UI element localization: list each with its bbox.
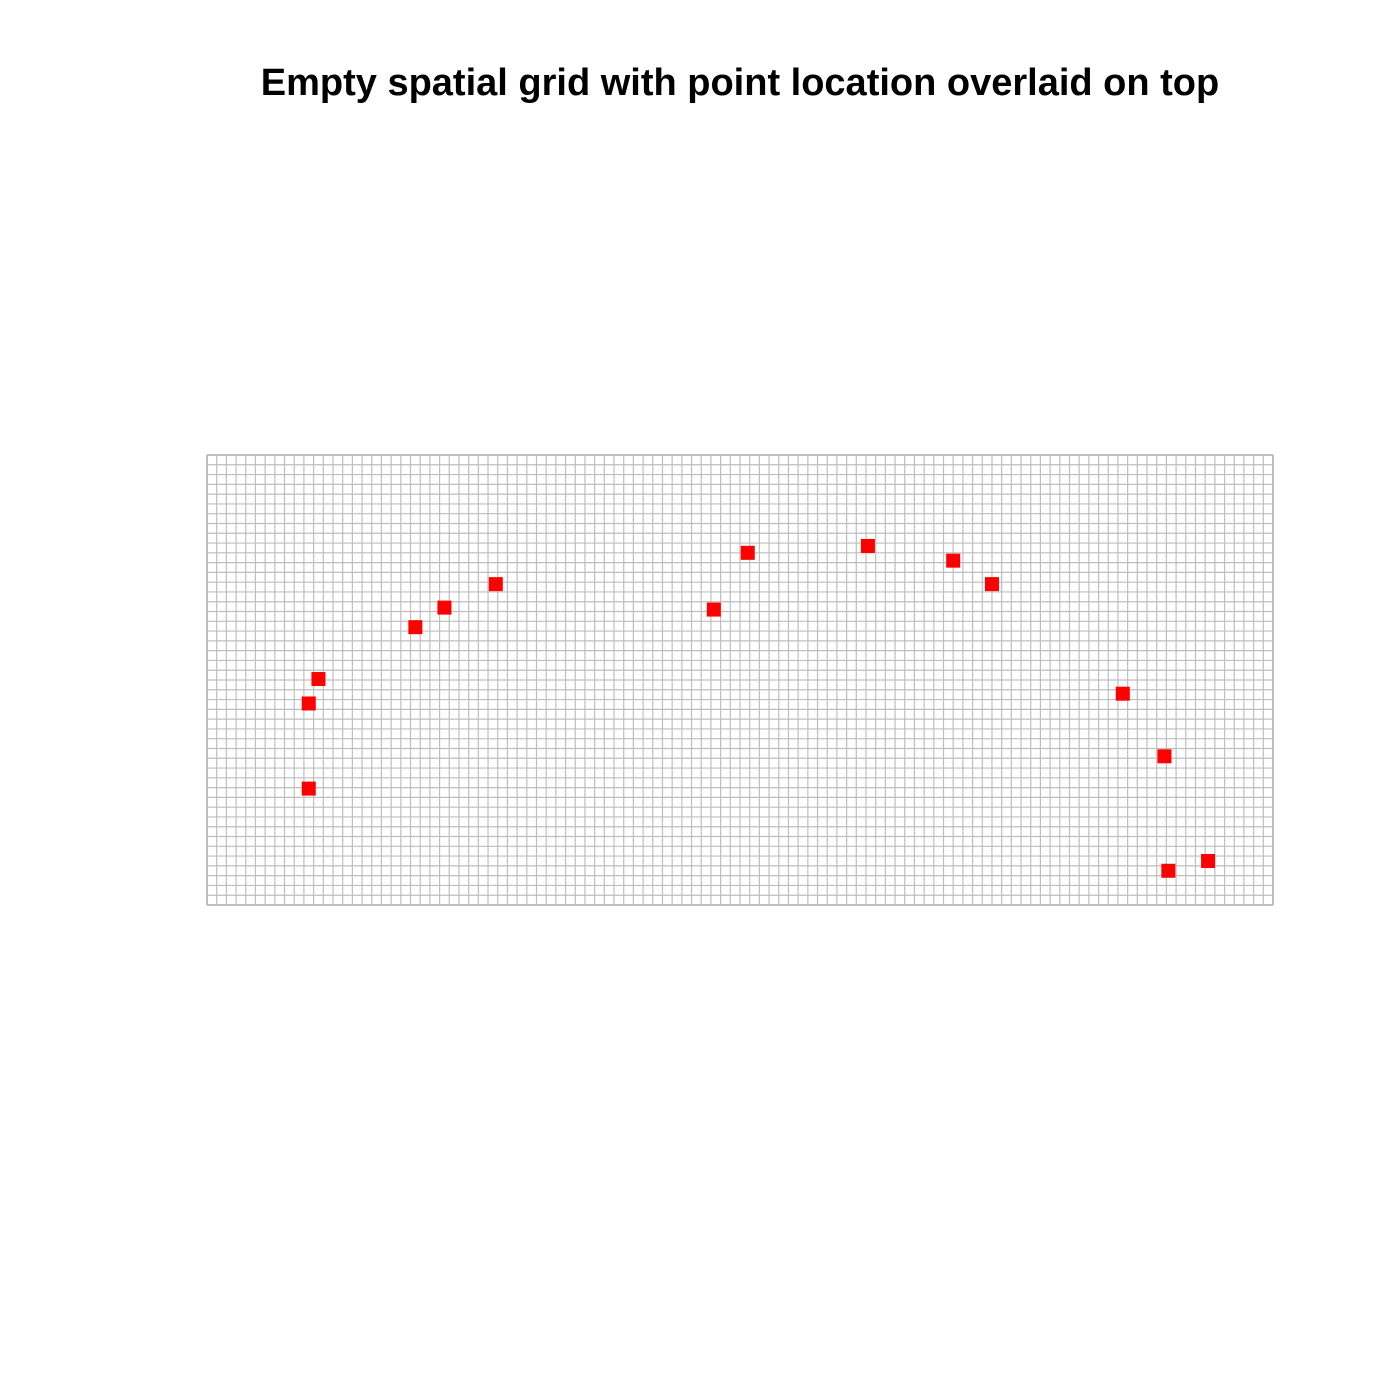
point-marker xyxy=(488,577,503,592)
point-marker xyxy=(706,602,721,617)
point-marker xyxy=(1115,686,1130,701)
point-marker xyxy=(437,600,452,615)
point-marker xyxy=(984,577,999,592)
point-marker xyxy=(1201,853,1216,868)
point-marker xyxy=(946,553,961,568)
point-marker xyxy=(301,696,316,711)
point-locations xyxy=(301,538,1216,878)
point-marker xyxy=(408,620,423,635)
point-marker xyxy=(740,545,755,560)
spatial-grid xyxy=(206,454,1274,906)
point-marker xyxy=(1157,749,1172,764)
point-marker xyxy=(1161,863,1176,878)
point-marker xyxy=(301,781,316,796)
point-marker xyxy=(860,538,875,553)
point-marker xyxy=(311,672,326,687)
chart-title: Empty spatial grid with point location o… xyxy=(260,62,1220,104)
